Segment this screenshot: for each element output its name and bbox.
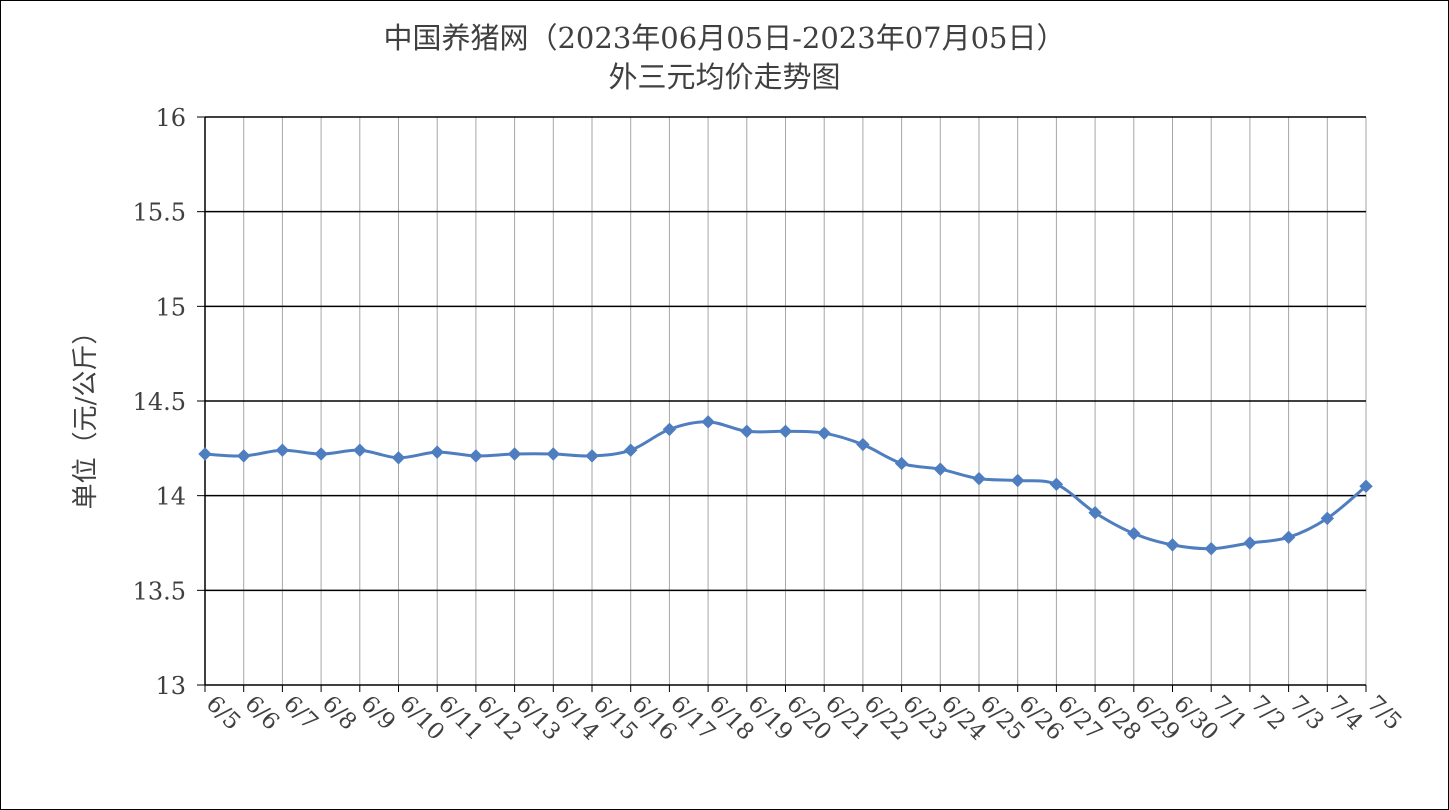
data-point xyxy=(894,456,909,471)
chart-subtitle: 外三元均价走势图 xyxy=(608,60,841,94)
data-point xyxy=(933,462,948,476)
y-tick-label: 14.5 xyxy=(133,388,186,416)
data-point xyxy=(1088,505,1102,520)
y-axis-label: 单位（元/公斤） xyxy=(71,319,101,510)
x-tick-label: 7/5 xyxy=(1362,691,1407,736)
data-point xyxy=(1165,538,1180,552)
x-tick-label: 6/8 xyxy=(317,691,362,736)
x-tick-label: 6/5 xyxy=(201,691,246,736)
y-tick-label: 14 xyxy=(155,483,186,511)
x-tick-label: 6/6 xyxy=(239,691,284,736)
data-point xyxy=(972,471,986,486)
data-point xyxy=(1049,477,1064,492)
grid-lines xyxy=(205,116,1367,685)
data-point xyxy=(236,449,251,463)
y-tick-label: 13 xyxy=(155,672,186,700)
y-tick-label: 15 xyxy=(155,293,186,321)
y-tick-label: 13.5 xyxy=(133,577,186,605)
data-point xyxy=(391,451,406,465)
data-point xyxy=(1281,530,1296,545)
data-point xyxy=(353,443,367,457)
data-point xyxy=(1320,511,1335,526)
data-point xyxy=(817,426,831,440)
series-group xyxy=(198,415,1373,556)
x-tick-label: 7/3 xyxy=(1284,691,1329,736)
chart-title: 中国养猪网（2023年06月05日-2023年07月05日） xyxy=(383,21,1066,55)
data-point xyxy=(546,447,561,461)
x-tick-label: 6/10 xyxy=(394,691,449,746)
data-point xyxy=(740,424,754,439)
data-point xyxy=(1127,526,1141,541)
data-point xyxy=(198,447,212,461)
x-tick-labels: 6/56/66/76/86/96/106/116/126/136/146/156… xyxy=(201,691,1407,746)
y-tick-label: 16 xyxy=(155,104,186,132)
data-point xyxy=(507,447,522,461)
data-point xyxy=(430,445,444,459)
x-tick-label: 7/4 xyxy=(1323,691,1368,736)
axes xyxy=(197,116,1367,692)
y-tick-labels: 13 13.5 14 14.5 15 15.5 16 xyxy=(133,104,186,700)
x-tick-label: 6/7 xyxy=(278,691,323,736)
data-point xyxy=(1359,479,1373,493)
data-point xyxy=(469,449,483,463)
x-tick-label: 6/9 xyxy=(356,691,401,736)
data-point xyxy=(1010,473,1025,488)
data-point xyxy=(856,437,870,452)
data-point xyxy=(275,443,290,457)
data-point xyxy=(585,449,599,463)
data-point xyxy=(1204,541,1218,556)
data-point xyxy=(778,424,793,439)
y-tick-label: 15.5 xyxy=(133,199,186,227)
data-point xyxy=(314,447,328,461)
data-point xyxy=(1243,536,1257,550)
x-tick-label: 7/2 xyxy=(1246,691,1291,736)
data-point xyxy=(623,443,638,457)
data-point xyxy=(701,415,715,429)
data-point xyxy=(662,422,677,437)
